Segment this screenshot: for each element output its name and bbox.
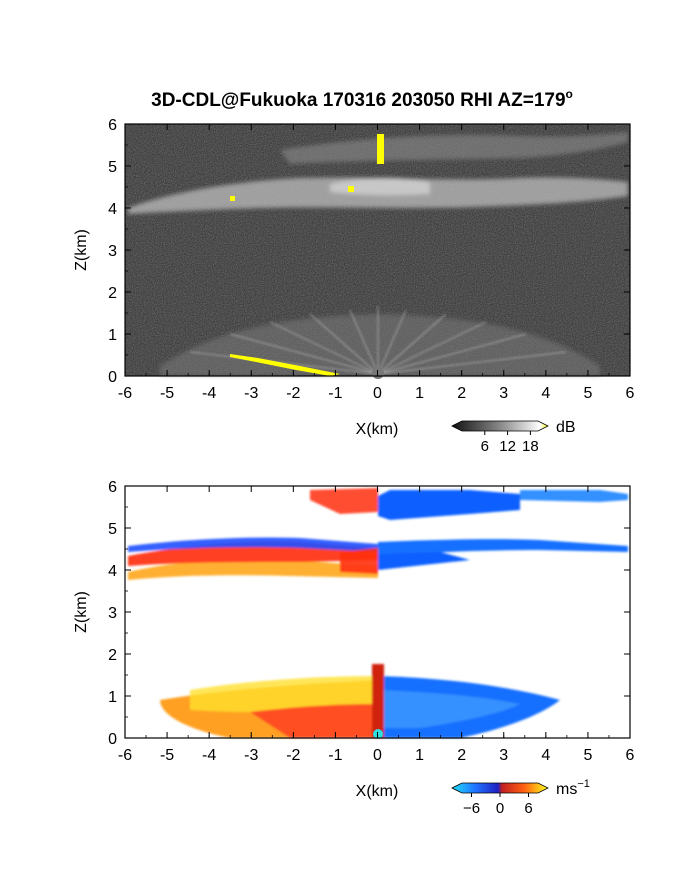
x-tick-label: -5	[160, 747, 174, 764]
x-tick-label: 3	[499, 385, 508, 402]
colorbar-tick-label: −6	[463, 800, 480, 817]
x-tick-label: -2	[286, 747, 300, 764]
colorbar-tick-label: 12	[499, 438, 516, 455]
y-tick-label: 6	[108, 117, 117, 134]
x-tick-label: -4	[202, 385, 216, 402]
x-tick-label: 6	[626, 385, 635, 402]
y-tick-label: 5	[108, 159, 117, 176]
chart-title: 3D-CDL@Fukuoka 170316 203050 RHI AZ=179o	[151, 87, 573, 111]
x-tick-label: -1	[328, 747, 342, 764]
colorbar-tick-label: 18	[522, 438, 539, 455]
near-field-rays	[189, 306, 567, 375]
x-tick-label: -3	[244, 385, 258, 402]
y-tick-label: 0	[108, 731, 117, 748]
panel1-y-axis: 0 1 2 3 4 5 6	[108, 117, 630, 386]
x-tick-label: -6	[118, 385, 132, 402]
panel1-x-axis: -6 -5 -4 -3 -2 -1 0 1 2 3 4 5 6	[118, 124, 635, 402]
y-tick-label: 3	[108, 243, 117, 260]
y-tick-label: 1	[108, 689, 117, 706]
y-tick-label: 4	[108, 563, 117, 580]
y-tick-label: 4	[108, 201, 117, 218]
x-tick-label: 2	[457, 385, 466, 402]
overflow-pixels	[230, 134, 384, 376]
panel2-x-axis: -6 -5 -4 -3 -2 -1 0 1 2 3 4 5 6	[118, 486, 635, 764]
y-tick-label: 1	[108, 327, 117, 344]
panel2-velocity-field	[128, 488, 628, 738]
colorbar1-label: dB	[556, 419, 576, 436]
panel2-ylabel: Z(km)	[73, 591, 90, 633]
x-tick-label: -5	[160, 385, 174, 402]
x-tick-label: -3	[244, 747, 258, 764]
x-tick-label: 6	[626, 747, 635, 764]
x-tick-label: 5	[583, 385, 592, 402]
colorbar-tick-label: 6	[481, 438, 489, 455]
colorbar-tick-label: 6	[524, 800, 532, 817]
y-tick-label: 2	[108, 647, 117, 664]
x-tick-label: 0	[373, 747, 382, 764]
x-tick-label: 1	[415, 385, 424, 402]
panel1-xlabel: X(km)	[356, 421, 399, 438]
colorbar-backscatter: 6 12 18 dB	[451, 419, 576, 455]
x-tick-label: -1	[328, 385, 342, 402]
x-tick-label: 3	[499, 747, 508, 764]
y-tick-label: 0	[108, 369, 117, 386]
x-tick-label: -2	[286, 385, 300, 402]
y-tick-label: 6	[108, 479, 117, 496]
x-tick-label: 1	[415, 747, 424, 764]
x-tick-label: -4	[202, 747, 216, 764]
colorbar2-label: ms−1	[556, 778, 590, 798]
panel2-xlabel: X(km)	[356, 783, 399, 800]
y-tick-label: 2	[108, 285, 117, 302]
x-tick-label: 5	[583, 747, 592, 764]
colorbar-tick-label: 0	[496, 800, 504, 817]
x-tick-label: 4	[541, 385, 550, 402]
y-tick-label: 5	[108, 521, 117, 538]
x-tick-label: -6	[118, 747, 132, 764]
x-tick-label: 2	[457, 747, 466, 764]
colorbar-velocity: −6 0 6 ms−1	[451, 778, 590, 817]
y-tick-label: 3	[108, 605, 117, 622]
panel2-y-axis: 0 1 2 3 4 5 6	[108, 479, 630, 748]
colorbar1-ticks: 6 12 18	[481, 431, 539, 455]
x-tick-label: 4	[541, 747, 550, 764]
colorbar2-ticks: −6 0 6	[463, 793, 533, 817]
panel1-ylabel: Z(km)	[73, 229, 90, 271]
x-tick-label: 0	[373, 385, 382, 402]
